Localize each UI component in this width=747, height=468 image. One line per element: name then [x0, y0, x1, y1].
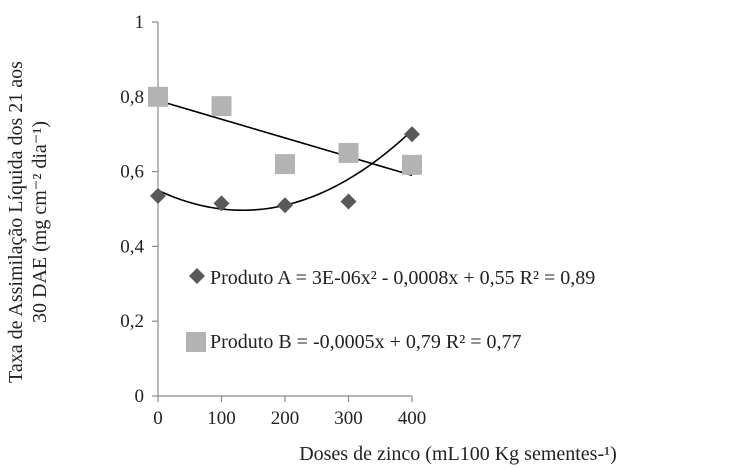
y-tick-label: 1 [135, 12, 145, 33]
legend-label-produto-a: Produto A = 3E-06x² - 0,0008x + 0,55 R² … [210, 267, 595, 289]
y-axis-label-line1: Taxa de Assimilação Líquida dos 21 aos [5, 61, 27, 383]
ticks: 0 0,2 0,4 0,6 0,8 1 0 100 200 300 400 [120, 12, 426, 429]
data-point-diamond [277, 197, 293, 214]
data-points [148, 86, 422, 214]
x-axis-label: Doses de zinco (mL100 Kg sementes-¹) [299, 443, 617, 465]
data-point-square [338, 142, 359, 163]
legend-marker-produto-a [189, 268, 205, 284]
x-tick-label: 300 [334, 408, 363, 429]
y-tick-label: 0 [135, 386, 145, 407]
data-point-square [402, 154, 422, 175]
x-tick-label: 200 [271, 408, 300, 429]
legend-item-produto-a: Produto A = 3E-06x² - 0,0008x + 0,55 R² … [189, 267, 595, 289]
data-point-square [211, 96, 232, 117]
x-tick-label: 100 [207, 408, 236, 429]
legend: Produto A = 3E-06x² - 0,0008x + 0,55 R² … [186, 267, 595, 353]
legend-item-produto-b: Produto B = -0,0005x + 0,79 R² = 0,77 [186, 331, 522, 353]
data-point-square [148, 86, 168, 107]
data-point-diamond [150, 187, 166, 204]
y-tick-label: 0,2 [120, 311, 144, 332]
y-tick-label: 0,4 [120, 236, 144, 257]
trendline-series-2 [157, 99, 413, 177]
y-tick-label: 0,8 [120, 87, 144, 108]
data-point-diamond [213, 195, 230, 212]
data-point-diamond [340, 193, 357, 210]
legend-label-produto-b: Produto B = -0,0005x + 0,79 R² = 0,77 [210, 331, 522, 353]
data-point-diamond [404, 126, 420, 143]
x-tick-label: 400 [398, 408, 427, 429]
y-tick-label: 0,6 [120, 162, 144, 183]
y-axis-label: Taxa de Assimilação Líquida dos 21 aos 3… [5, 61, 51, 383]
y-axis-label-line2: 30 DAE (mg cm⁻² dia⁻¹) [29, 121, 51, 323]
legend-marker-produto-b [186, 332, 206, 352]
x-tick-label: 0 [153, 408, 163, 429]
data-point-square [275, 154, 295, 175]
